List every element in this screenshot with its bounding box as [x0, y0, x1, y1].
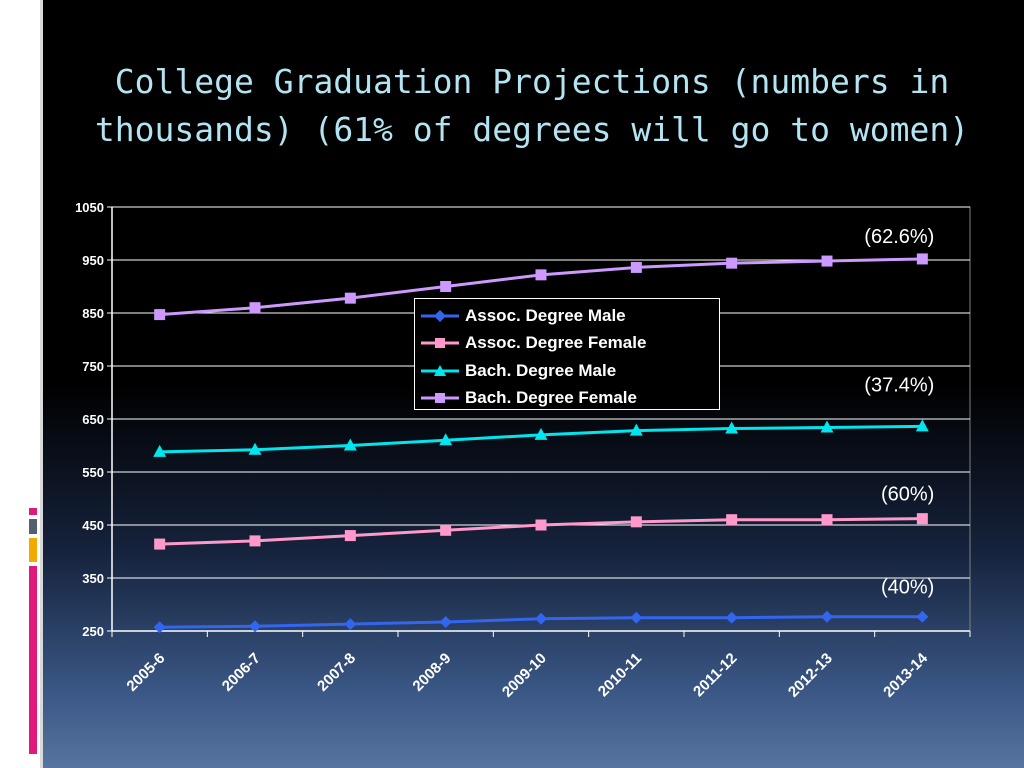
accent-bar-gray — [29, 519, 37, 534]
chart-legend: Assoc. Degree Male Assoc. Degree Female … — [414, 298, 720, 410]
data-point-triangle — [820, 420, 834, 433]
y-tick-label: 1050 — [75, 200, 104, 215]
legend-label: Bach. Degree Female — [465, 388, 637, 408]
x-tick-label: 2008-9 — [409, 650, 454, 695]
x-tick-label: 2006-7 — [219, 650, 264, 695]
y-tick-label: 450 — [82, 518, 104, 533]
data-point-square — [154, 309, 166, 321]
legend-key-square-icon — [421, 338, 459, 349]
legend-label: Assoc. Degree Female — [465, 333, 647, 353]
percentage-annotation: (40%) — [881, 577, 934, 599]
data-point-diamond — [630, 611, 643, 624]
percentage-annotation: (60%) — [881, 484, 934, 506]
data-point-square — [249, 302, 261, 314]
data-point-triangle — [629, 423, 643, 436]
x-tick-label: 2007-8 — [314, 650, 359, 695]
legend-label: Bach. Degree Male — [465, 360, 617, 380]
percentage-annotation: (37.4%) — [864, 374, 934, 396]
accent-bar-amber — [29, 538, 37, 562]
data-point-square — [726, 514, 738, 526]
data-point-diamond — [344, 618, 357, 631]
label-layer: (62.6%) (37.4%) (60%) (40%) — [864, 226, 934, 599]
legend-item-assoc-male: Assoc. Degree Male — [421, 302, 719, 330]
y-tick-label: 550 — [82, 465, 104, 480]
data-point-diamond — [439, 615, 452, 628]
legend-item-bach-male: Bach. Degree Male — [421, 357, 719, 385]
y-tick-label: 250 — [82, 624, 104, 639]
y-tick-label: 750 — [82, 359, 104, 374]
series-layer — [153, 253, 929, 634]
data-point-square — [440, 524, 452, 536]
slide-title: College Graduation Projections (numbers … — [94, 62, 970, 149]
data-point-triangle — [725, 421, 739, 434]
y-tick-label: 850 — [82, 306, 104, 321]
data-point-triangle — [915, 419, 929, 432]
legend-item-bach-female: Bach. Degree Female — [421, 385, 719, 413]
legend-key-square-icon — [421, 393, 459, 404]
y-tick-label: 650 — [82, 412, 104, 427]
data-point-diamond — [916, 610, 929, 623]
data-point-square — [630, 261, 642, 273]
data-point-square — [154, 538, 166, 550]
y-tick-label: 350 — [82, 571, 104, 586]
data-point-diamond — [249, 620, 261, 633]
legend-key-triangle-icon — [421, 364, 459, 376]
x-tick-label: 2012-13 — [785, 650, 836, 701]
data-point-triangle — [343, 438, 357, 451]
x-tick-label: 2013-14 — [880, 649, 931, 700]
legend-item-assoc-female: Assoc. Degree Female — [421, 330, 719, 358]
legend-label: Assoc. Degree Male — [465, 305, 626, 325]
data-point-square — [916, 513, 928, 525]
y-tick-label: 950 — [82, 253, 104, 268]
data-point-square — [821, 255, 833, 267]
percentage-annotation: (62.6%) — [864, 226, 934, 248]
data-point-square — [821, 514, 833, 526]
x-tick-label: 2005-6 — [123, 650, 168, 695]
data-point-triangle — [248, 442, 262, 455]
data-point-square — [630, 516, 642, 528]
data-point-square — [440, 281, 452, 292]
data-point-diamond — [535, 612, 547, 625]
accent-bar-magenta-small — [29, 508, 37, 515]
data-point-diamond — [821, 610, 833, 623]
accent-bar-magenta-tall — [29, 566, 37, 754]
data-point-square — [344, 530, 356, 542]
data-point-square — [535, 269, 547, 281]
data-point-triangle — [153, 444, 167, 457]
data-point-diamond — [725, 611, 738, 624]
x-tick-label: 2009-10 — [499, 650, 550, 701]
data-point-square — [535, 519, 547, 531]
x-tick-label: 2010-11 — [595, 650, 645, 700]
data-point-square — [344, 292, 356, 304]
legend-key-diamond-icon — [421, 309, 459, 322]
data-point-triangle — [534, 427, 548, 440]
data-point-diamond — [153, 621, 166, 634]
data-point-square — [249, 535, 261, 547]
data-point-square — [726, 257, 738, 269]
x-tick-label: 2011-12 — [690, 650, 740, 700]
data-point-triangle — [439, 433, 453, 446]
data-point-square — [916, 253, 928, 265]
left-strip-edge — [40, 0, 43, 768]
